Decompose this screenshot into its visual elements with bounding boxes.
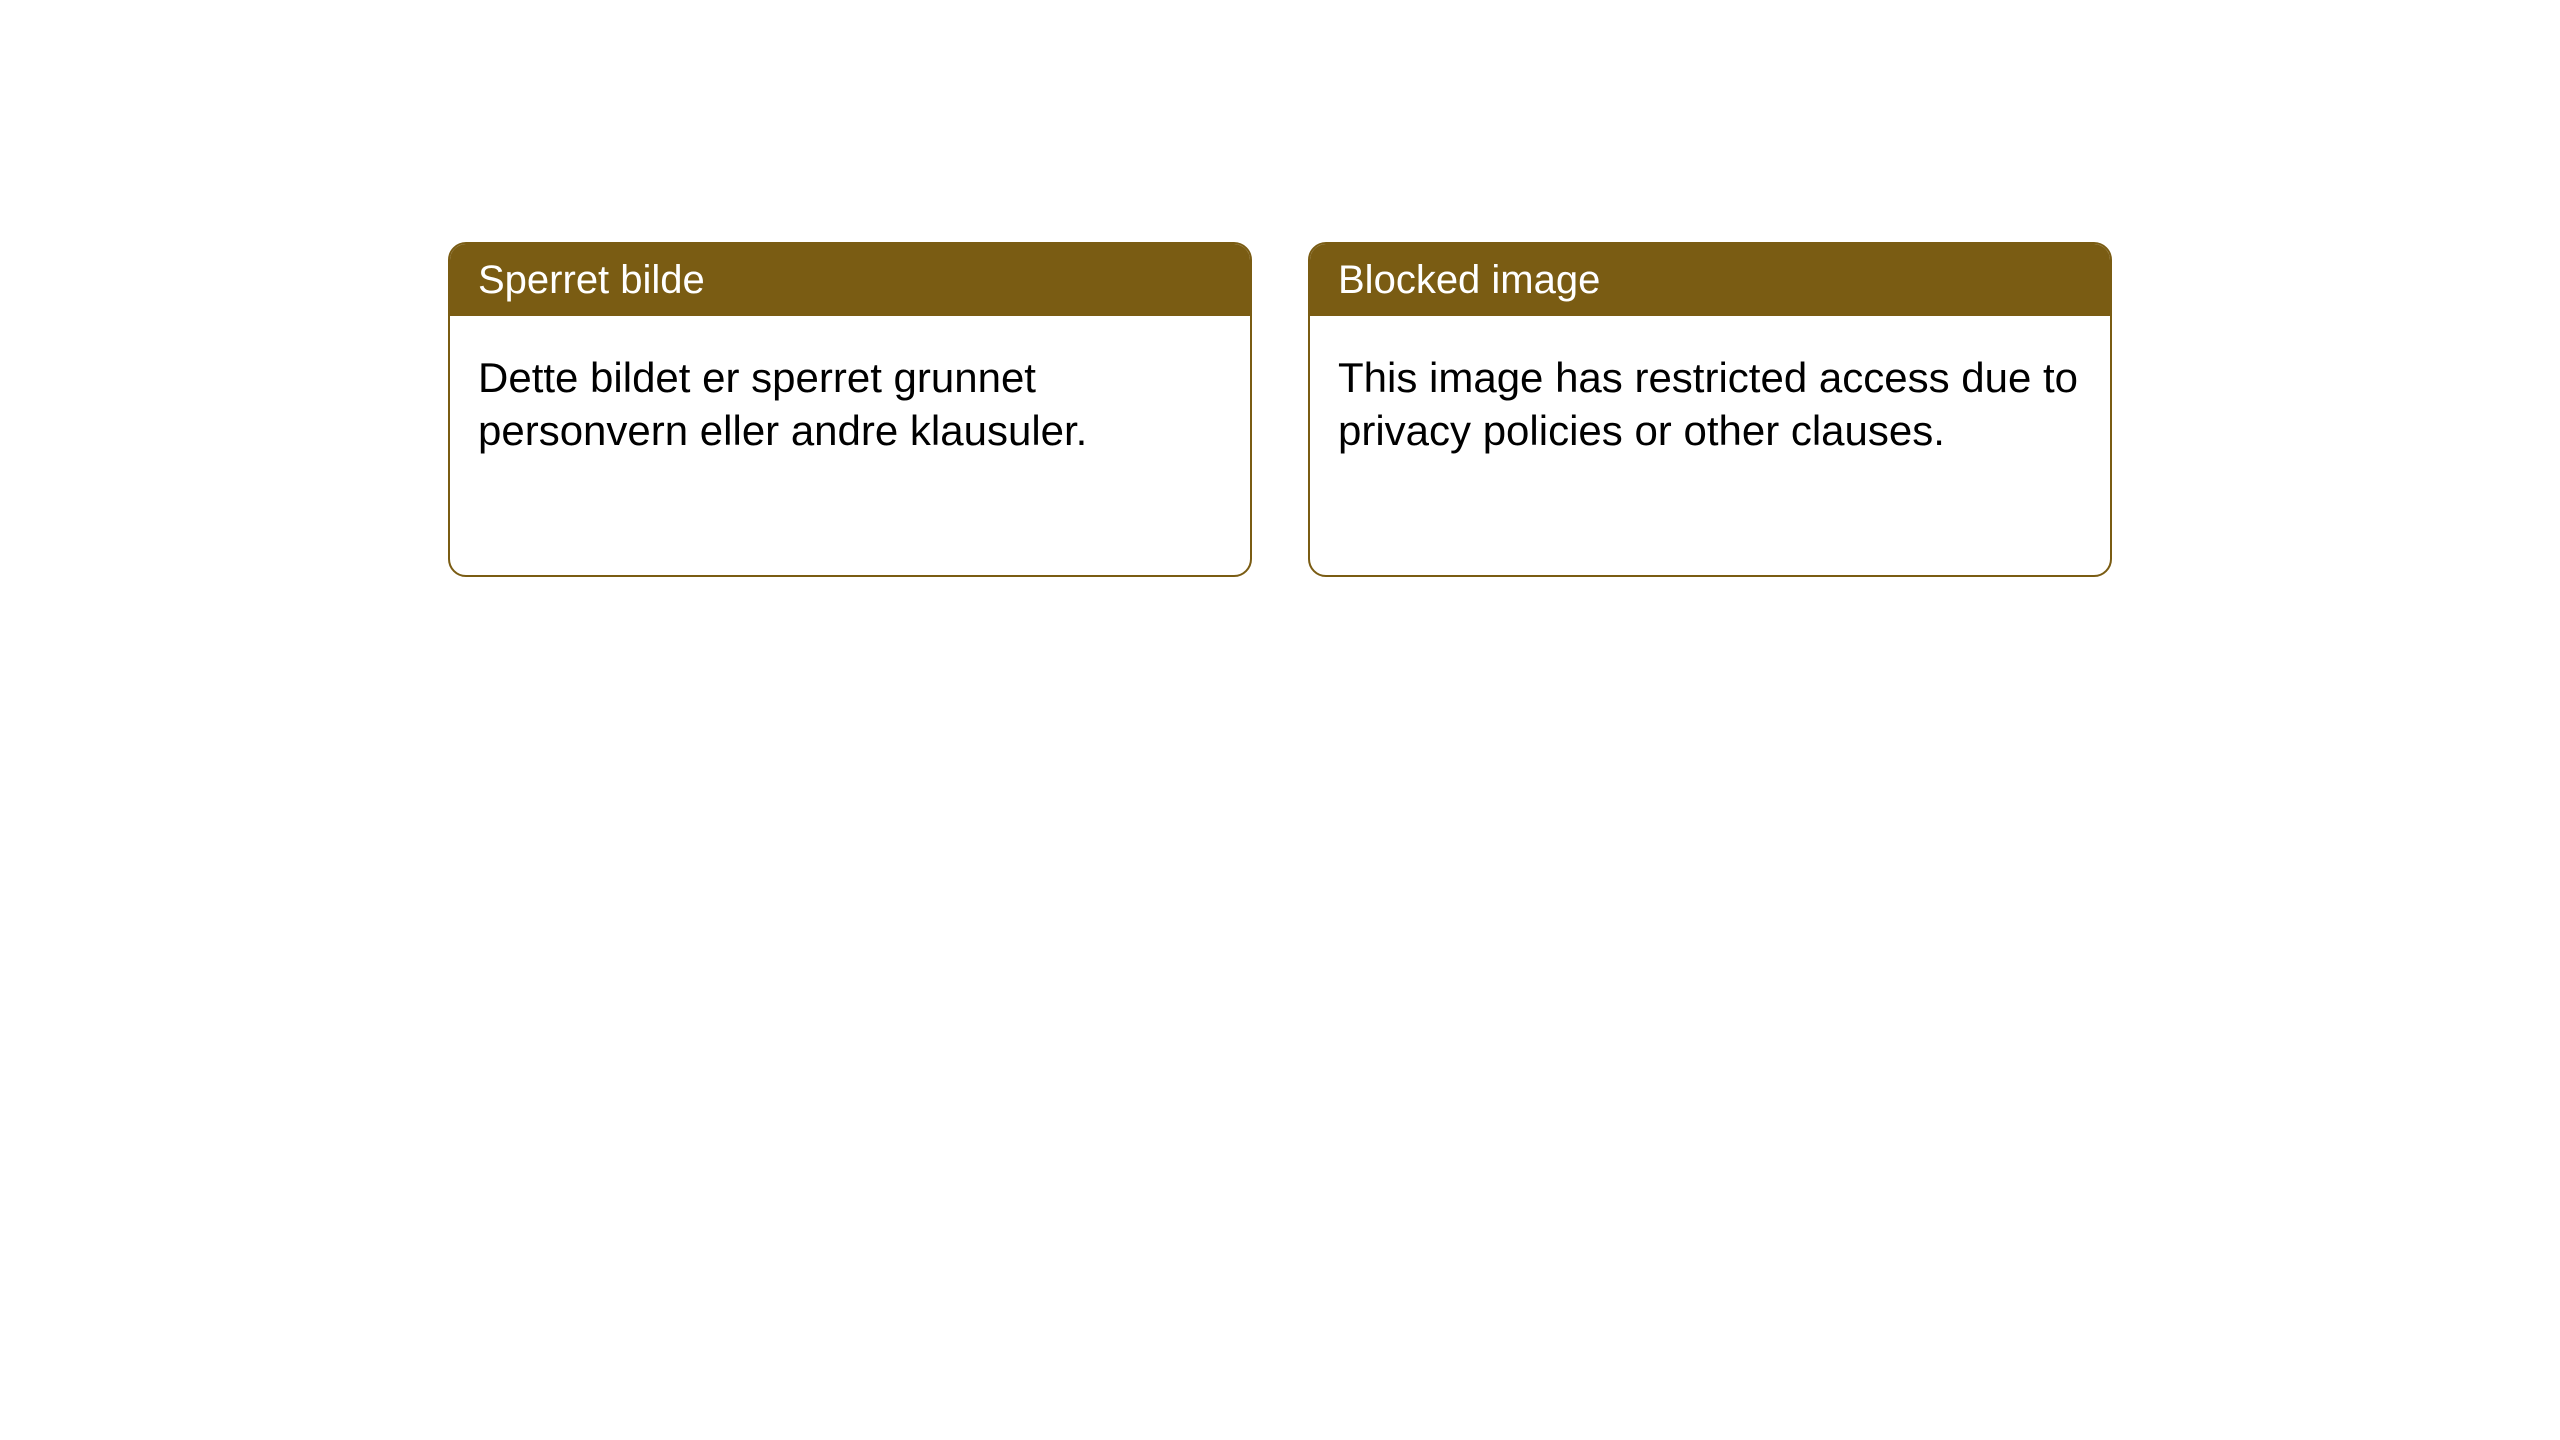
card-body-norwegian: Dette bildet er sperret grunnet personve… xyxy=(450,316,1250,485)
notice-container: Sperret bilde Dette bildet er sperret gr… xyxy=(0,0,2560,577)
blocked-image-card-norwegian: Sperret bilde Dette bildet er sperret gr… xyxy=(448,242,1252,577)
card-title-norwegian: Sperret bilde xyxy=(450,244,1250,316)
blocked-image-card-english: Blocked image This image has restricted … xyxy=(1308,242,2112,577)
card-title-english: Blocked image xyxy=(1310,244,2110,316)
card-body-english: This image has restricted access due to … xyxy=(1310,316,2110,485)
